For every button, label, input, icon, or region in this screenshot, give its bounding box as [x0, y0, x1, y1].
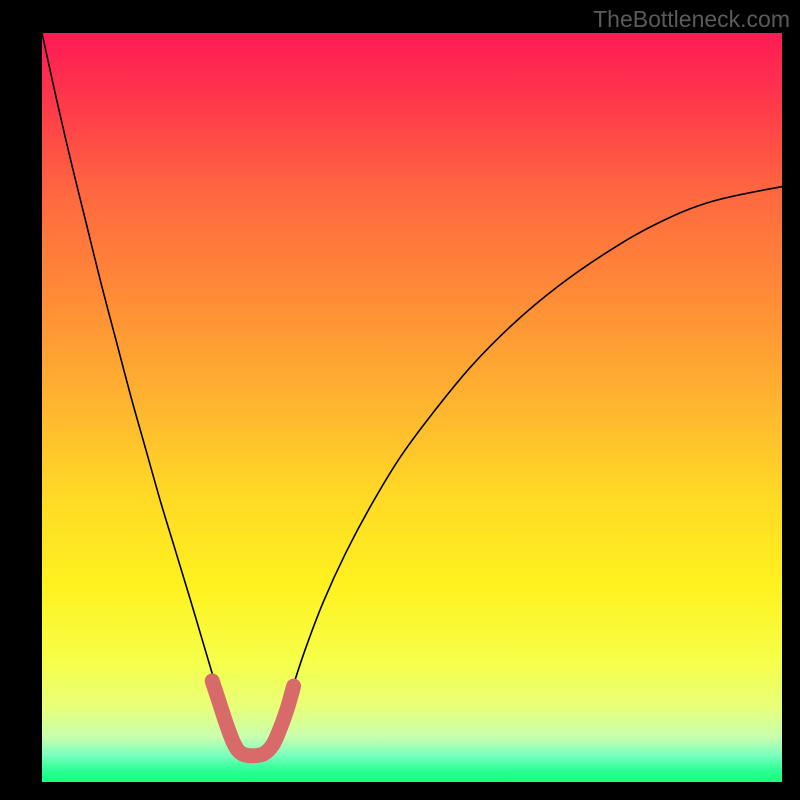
watermark-text: TheBottleneck.com — [593, 6, 790, 33]
plot-background — [42, 33, 782, 782]
chart-container: TheBottleneck.com — [0, 0, 800, 800]
chart-svg — [0, 0, 800, 800]
